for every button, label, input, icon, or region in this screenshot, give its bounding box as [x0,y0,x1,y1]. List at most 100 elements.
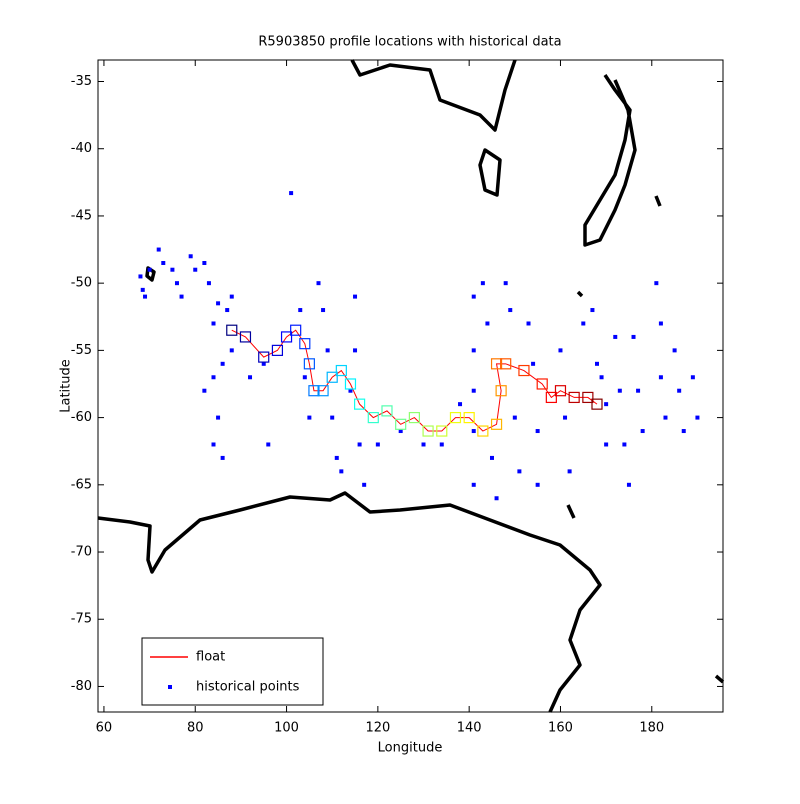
historical-point [636,388,641,393]
historical-point [225,308,230,313]
float-profile [335,364,347,377]
float-profile [226,324,238,336]
historical-point [658,375,663,380]
float-profile [449,411,462,424]
float-profile [326,371,338,383]
legend-box [141,637,324,706]
float-profile [568,391,580,404]
historical-point [348,388,353,393]
historical-point [563,415,568,420]
legend-marker [168,685,172,689]
historical-point [658,321,663,326]
historical-point [316,281,321,286]
historical-point [471,429,476,434]
float-profile [545,391,557,404]
historical-point [471,294,476,299]
y-tick-label: -65 [71,477,92,492]
historical-point [216,301,221,306]
historical-point [604,402,609,407]
historical-point [206,281,211,286]
new-zealand-coast [583,74,637,247]
historical-point [535,482,540,487]
historical-point [220,361,225,366]
y-tick-label: -40 [71,141,92,156]
float-profile [463,411,475,424]
float-profile [536,378,548,390]
y-tick-label: -70 [71,545,92,560]
float-profile [591,398,603,410]
float-profile [367,411,379,424]
historical-point [156,247,161,252]
x-tick-label: 140 [457,721,482,736]
historical-point [334,455,339,460]
y-tick-label: -45 [71,208,92,223]
historical-point [289,191,294,196]
historical-point [599,375,604,380]
antarctica-coast [97,491,602,713]
historical-point [357,442,362,447]
historical-point [439,442,444,447]
float-profile [280,331,293,343]
historical-point [138,274,143,279]
float-profile [308,385,320,397]
x-tick-label: 120 [365,721,390,736]
float-profile [299,338,311,350]
historical-point [143,294,148,299]
historical-point [631,334,636,339]
island-coast [145,195,725,684]
historical-point [321,308,326,313]
historical-point [480,281,485,286]
historical-point [458,402,463,407]
historical-point [211,321,216,326]
historical-point [594,361,599,366]
float-profile [554,385,567,397]
float-profile [490,358,503,370]
float-profile [436,425,448,437]
float-profile [518,364,530,377]
australia-coast [350,59,517,132]
historical-point [353,294,358,299]
legend: float historical points [141,637,324,706]
x-axis-label: Longitude [378,741,443,756]
historical-point [517,469,522,474]
coastlines [97,59,725,713]
historical-point [512,415,517,420]
historical-point [535,429,540,434]
historical-point [508,308,513,313]
historical-point [672,348,677,353]
historical-point [489,455,494,460]
historical-point [353,348,358,353]
historical-point [471,348,476,353]
historical-point [220,455,225,460]
historical-point [690,375,695,380]
historical-point [531,361,536,366]
historical-point [677,388,682,393]
historical-point [202,388,207,393]
historical-point [617,388,622,393]
x-tick-label: 60 [96,721,113,736]
float-profile [582,391,594,404]
float-profile [495,385,507,397]
historical-point [398,429,403,434]
historical-point [140,287,145,292]
historical-point [471,482,476,487]
historical-point [503,281,508,286]
tasmania-coast [478,148,502,197]
plot-area [138,191,700,501]
y-tick-label: -50 [71,276,92,291]
historical-point [590,308,595,313]
historical-point [202,260,207,265]
historical-point [211,442,216,447]
historical-point [567,469,572,474]
float-profile [271,344,284,356]
float-profile [422,425,434,437]
float-profile [381,405,393,417]
historical-point [421,442,426,447]
historical-point [302,375,307,380]
historical-point [622,442,627,447]
historical-point [188,254,193,259]
historical-point [211,375,216,380]
historical-point [266,442,271,447]
